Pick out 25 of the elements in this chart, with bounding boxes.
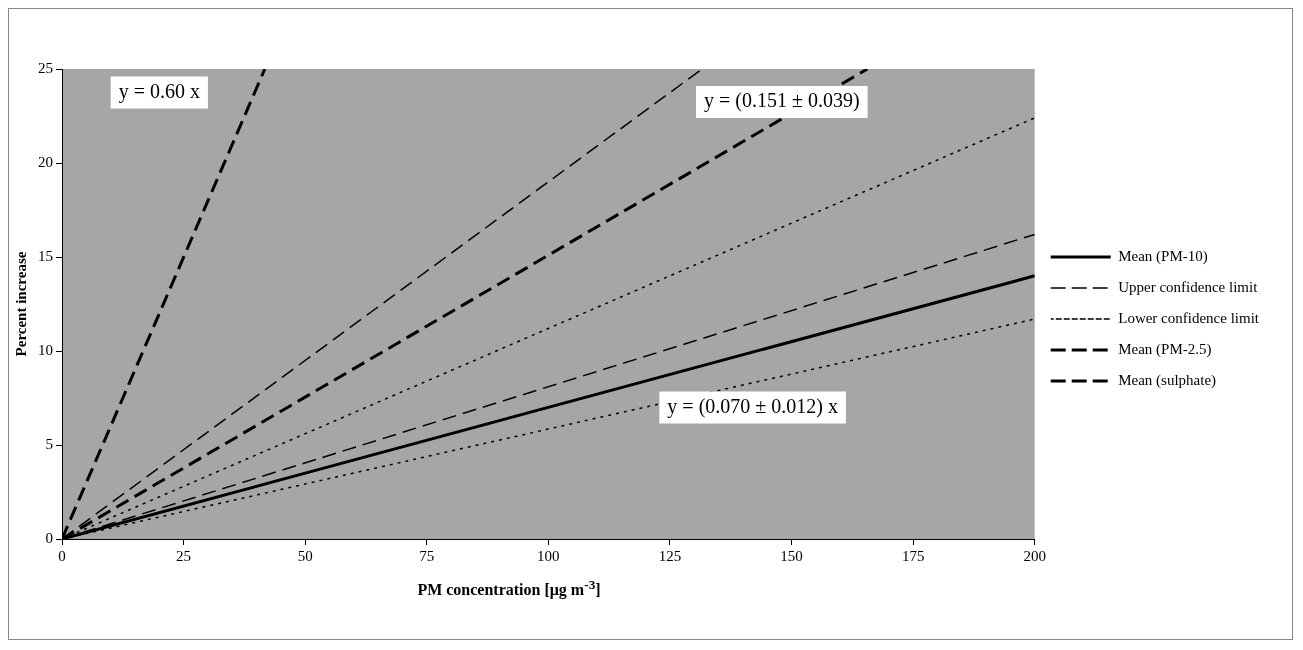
- x-tick-label: 150: [780, 547, 803, 564]
- x-tick-label: 200: [1023, 547, 1046, 564]
- x-tick-label: 100: [537, 547, 560, 564]
- y-tick-label: 15: [38, 247, 53, 264]
- y-tick-label: 25: [38, 59, 53, 76]
- legend-label: Mean (PM-10): [1118, 247, 1208, 265]
- x-tick-label: 125: [658, 547, 682, 564]
- x-tick-label: 0: [58, 547, 66, 564]
- y-tick-label: 0: [45, 529, 53, 546]
- legend-label: Upper confidence limit: [1118, 278, 1259, 295]
- annotation: y = (0.151 ± 0.039): [704, 89, 860, 113]
- x-tick-label: 75: [419, 547, 435, 564]
- legend-label: Lower confidence limit: [1118, 309, 1260, 326]
- annotation: y = 0.60 x: [118, 79, 200, 103]
- x-tick-label: 175: [901, 547, 925, 564]
- legend-label: Mean (PM-2.5): [1118, 340, 1212, 358]
- x-axis-title: PM concentration [μg m$^{-3}$]: [416, 577, 602, 600]
- y-tick-label: 20: [38, 153, 53, 170]
- y-tick-label: 10: [38, 341, 53, 358]
- annotation: y = (0.070 ± 0.012) x: [667, 394, 838, 418]
- x-tick-label: 50: [297, 547, 313, 564]
- x-tick-label: 25: [176, 547, 192, 564]
- legend-label: Mean (sulphate): [1118, 371, 1217, 389]
- y-tick-label: 5: [45, 435, 53, 452]
- y-axis-title: Percent increase: [12, 251, 29, 357]
